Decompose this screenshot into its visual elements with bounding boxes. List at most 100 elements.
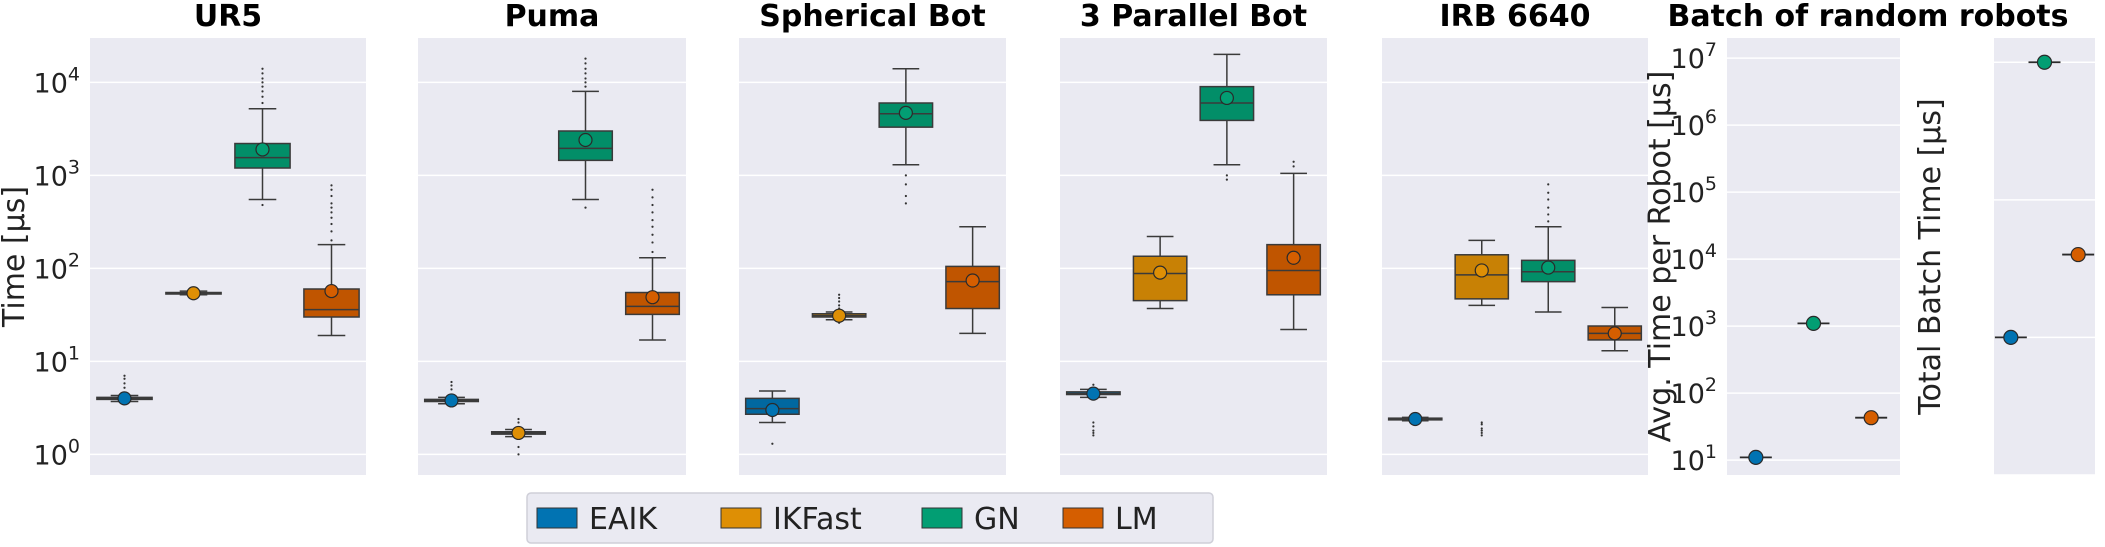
flier-point [584, 57, 587, 60]
flier-point [450, 384, 453, 387]
flier-point [261, 77, 264, 80]
flier-point [651, 196, 654, 199]
panel-title: Spherical Bot [759, 0, 985, 34]
flier-point [517, 417, 520, 421]
box-gn [1199, 53, 1255, 181]
box-gn [1520, 183, 1576, 313]
flier-point [584, 81, 587, 84]
flier-point [584, 62, 587, 65]
flier-point [261, 101, 264, 105]
box-lm [303, 184, 360, 337]
flier-point [1480, 431, 1483, 435]
batch-group-title: Batch of random robots [1667, 0, 2068, 34]
flier-point [651, 188, 654, 191]
flier-point [651, 225, 654, 228]
box-lm [624, 188, 681, 341]
legend-frame [526, 492, 1214, 544]
flier-point [584, 67, 587, 70]
flier-point [261, 85, 264, 88]
panel-spherical-bot: Spherical Bot [739, 0, 1006, 475]
box-eaik [96, 374, 153, 406]
mean-marker [832, 308, 847, 323]
flier-point [904, 174, 907, 177]
flier-point [1547, 213, 1550, 216]
flier-point [1547, 198, 1550, 201]
flier-point [1480, 429, 1483, 432]
flier-point [261, 81, 264, 84]
flier-point [584, 77, 587, 80]
mean-marker [898, 105, 913, 120]
flier-point [123, 386, 126, 389]
flier-point [450, 380, 453, 384]
box-ikfast [165, 286, 222, 301]
mean-marker [578, 132, 593, 148]
flier-point [330, 211, 333, 214]
mean-marker [765, 402, 780, 418]
y-tick-label: 104 [34, 63, 80, 99]
flier-point [904, 183, 907, 186]
flier-point [838, 300, 841, 303]
mean-marker [1474, 263, 1489, 278]
flier-point [261, 72, 264, 75]
flier-point [651, 250, 654, 254]
flier-point [584, 85, 587, 88]
flier-point [1092, 421, 1095, 424]
box-lm [1266, 160, 1322, 331]
point-marker [2003, 329, 2019, 346]
flier-point [584, 206, 587, 209]
legend-label-gn: GN [974, 502, 1020, 537]
flier-point [1092, 383, 1095, 386]
flier-point [1480, 421, 1483, 424]
legend-label-ikfast: IKFast [773, 502, 862, 537]
point-marker [1748, 449, 1764, 465]
y-axis-label: Total Batch Time [µs] [1913, 98, 1948, 415]
flier-point [1547, 191, 1550, 194]
box-gn [557, 57, 614, 209]
box-lm [945, 226, 1001, 335]
box-ikfast [1454, 239, 1510, 437]
mean-marker [1408, 411, 1423, 427]
point-marker [2036, 54, 2053, 70]
y-tick-label: 102 [34, 249, 80, 285]
flier-point [123, 382, 126, 385]
mean-marker [1086, 386, 1101, 401]
box-lm [1587, 306, 1643, 352]
panel-title: Puma [505, 0, 600, 34]
mean-marker [1153, 265, 1168, 280]
panel-title: IRB 6640 [1439, 0, 1590, 34]
flier-point [330, 184, 333, 187]
box-ikfast [811, 293, 867, 324]
flier-point [838, 296, 841, 300]
box-ikfast [1132, 235, 1188, 310]
panel-title: UR5 [194, 0, 262, 34]
flier-point [330, 222, 333, 226]
mean-marker [1219, 90, 1234, 106]
legend: EAIK IKFast GN LM [526, 492, 1214, 544]
flier-point [330, 239, 333, 242]
legend-swatch-gn [921, 507, 963, 529]
mean-marker [117, 391, 132, 406]
point-gn [1797, 315, 1830, 331]
flier-point [1092, 429, 1095, 432]
flier-point [1292, 165, 1295, 168]
panel-irb-6640: IRB 6640 [1382, 0, 1648, 475]
flier-point [1225, 178, 1228, 181]
mean-marker [444, 393, 459, 408]
flier-point [517, 421, 520, 424]
flier-point [904, 194, 907, 198]
flier-point [838, 293, 841, 296]
y-tick-label: 105 [1671, 173, 1717, 209]
flier-point [904, 202, 907, 205]
flier-point [1547, 220, 1550, 223]
flier-point [330, 230, 333, 233]
panel-ur5: 100 101 102 103 104 Time [µs] UR5 [0, 0, 366, 475]
panel-title: 3 Parallel Bot [1080, 0, 1307, 34]
point-eaik [1739, 449, 1772, 465]
flier-point [1092, 431, 1095, 435]
flier-point [1092, 425, 1095, 428]
flier-point [261, 95, 264, 98]
flier-point [838, 304, 841, 307]
y-tick-label: 103 [34, 156, 80, 192]
